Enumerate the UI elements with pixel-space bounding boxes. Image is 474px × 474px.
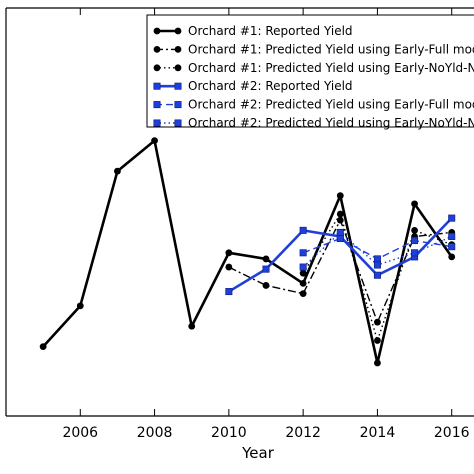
square-marker [373,261,381,269]
series-1 [39,137,456,367]
circle-marker [336,216,344,224]
square-marker [411,249,419,257]
square-marker [336,235,344,243]
legend-entry: Orchard #1: Reported Yield [153,24,353,38]
circle-marker [262,282,270,289]
axes [5,7,474,417]
x-ticks: 2006 2008 2010 2012 2014 2016 [62,8,470,441]
circle-marker [299,290,307,297]
square-marker [448,243,456,251]
circle-marker [76,302,84,310]
x-tick-label: 2014 [360,425,396,441]
circle-marker [411,200,418,208]
circle-marker [174,27,182,35]
circle-marker [188,322,196,330]
x-tick-label: 2012 [285,425,321,441]
legend-label: Orchard #1: Predicted Yield using Early-… [188,61,474,75]
legend-entry: Orchard #1: Predicted Yield using Early-… [153,42,474,56]
circle-marker [174,46,182,53]
circle-marker [39,343,47,351]
square-marker [299,249,307,257]
x-tick-label: 2010 [211,425,247,441]
series-3 [299,210,456,344]
legend-label: Orchard #2: Predicted Yield using Early-… [188,116,474,130]
square-marker [153,119,161,127]
circle-marker [411,226,418,234]
square-marker [153,82,161,90]
square-marker [448,214,456,222]
legend-entry: Orchard #1: Predicted Yield using Early-… [153,61,474,75]
x-tick-label: 2008 [137,425,173,441]
circle-marker [299,280,307,287]
circle-marker [374,337,381,344]
square-marker [373,271,381,279]
circle-marker [336,210,344,218]
circle-marker [153,46,161,53]
circle-marker [262,255,270,263]
square-marker [336,228,344,236]
square-marker [373,255,381,263]
circle-marker [174,64,182,72]
square-marker [411,237,419,245]
legend-label: Orchard #2: Reported Yield [188,79,353,93]
legend-box [146,14,474,128]
circle-marker [374,359,381,367]
circle-marker [151,137,158,145]
x-tick-label: 2016 [434,425,470,441]
legend-label: Orchard #2: Predicted Yield using Early-… [188,98,474,112]
circle-marker [374,318,381,326]
circle-marker [225,249,233,257]
legend-entry: Orchard #2: Predicted Yield using Early-… [153,98,474,112]
square-marker [174,82,182,90]
circle-marker [225,263,233,271]
series-5 [299,235,456,263]
series-6 [299,228,456,271]
square-marker [299,226,307,234]
square-marker [299,263,307,271]
square-marker [174,101,182,109]
circle-marker [153,27,161,35]
legend-label: Orchard #1: Predicted Yield using Early-… [188,42,474,56]
x-axis-label: Year [241,444,275,462]
square-marker [448,232,456,240]
square-marker [262,265,270,273]
circle-marker [336,192,344,200]
circle-marker [114,167,121,175]
legend-label: Orchard #1: Reported Yield [188,24,353,38]
circle-marker [153,64,161,72]
legend-entry: Orchard #2: Reported Yield [153,79,353,93]
square-marker [153,101,161,109]
x-tick-label: 2006 [62,425,98,441]
legend-entry: Orchard #2: Predicted Yield using Early-… [153,116,474,130]
series-line [42,139,453,365]
circle-marker [448,253,456,261]
square-marker [174,119,182,127]
square-marker [225,288,233,296]
series-group [39,137,456,367]
legend: Orchard #1: Reported Yield Orchard #1: Pr… [146,14,474,130]
circle-marker [299,269,307,277]
